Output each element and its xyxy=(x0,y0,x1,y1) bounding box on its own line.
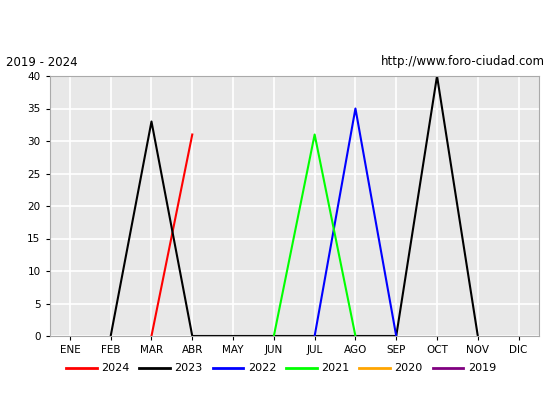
Text: 2019 - 2024: 2019 - 2024 xyxy=(6,56,77,68)
Text: 2024: 2024 xyxy=(101,363,130,373)
Text: 2023: 2023 xyxy=(174,363,203,373)
Text: 2019: 2019 xyxy=(468,363,496,373)
Text: 2020: 2020 xyxy=(394,363,423,373)
Text: 2021: 2021 xyxy=(321,363,349,373)
Text: http://www.foro-ciudad.com: http://www.foro-ciudad.com xyxy=(381,56,544,68)
Text: Evolucion Nº Turistas Extranjeros en el municipio de Autillo de Campos: Evolucion Nº Turistas Extranjeros en el … xyxy=(8,20,542,32)
Text: 2022: 2022 xyxy=(248,363,276,373)
